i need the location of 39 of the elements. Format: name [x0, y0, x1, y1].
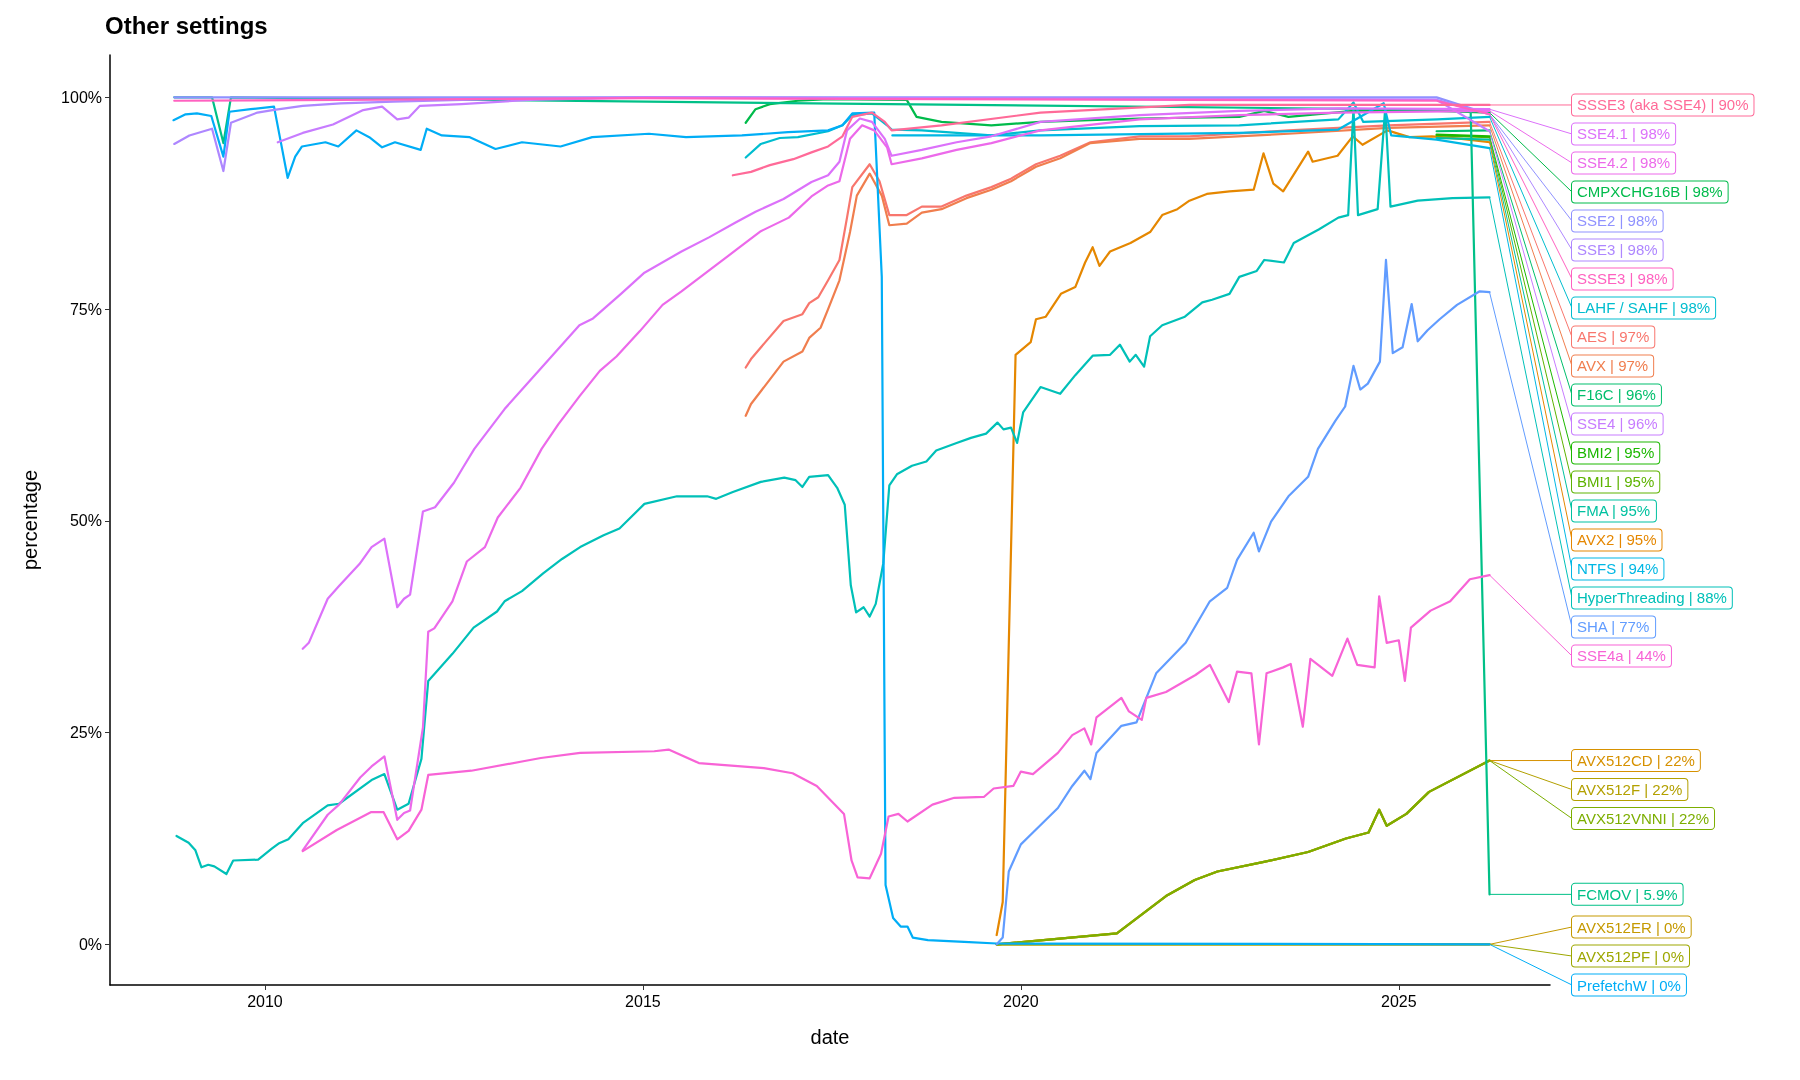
y-tick-label: 100%: [61, 88, 102, 106]
x-tick-label: 2025: [1381, 992, 1417, 1010]
text: AVX512CD | 22%: [1577, 752, 1695, 770]
text: BMI2 | 95%: [1577, 444, 1655, 462]
x-tick-label: 2010: [247, 992, 283, 1010]
text: AVX512F | 22%: [1577, 781, 1683, 799]
y-axis-title: percentage: [19, 469, 41, 571]
x-tick-label: 2020: [1003, 992, 1039, 1010]
y-tick-label: 25%: [69, 724, 102, 742]
y-tick-label: 75%: [69, 300, 102, 318]
text: FCMOV | 5.9%: [1577, 885, 1678, 903]
y-tick-label: 0%: [78, 935, 102, 953]
text: SHA | 77%: [1577, 618, 1650, 636]
text: SSSE3 | 98%: [1577, 270, 1668, 288]
text: AVX | 97%: [1577, 357, 1649, 375]
chart-title: Other settings: [105, 11, 268, 39]
x-axis-title: date: [810, 1026, 850, 1048]
text: SSSE3 (aka SSE4) | 90%: [1577, 96, 1749, 114]
text: SSE4.2 | 98%: [1577, 154, 1671, 172]
text: FMA | 95%: [1577, 502, 1651, 520]
y-tick-label: 50%: [69, 512, 102, 530]
text: SSE4.1 | 98%: [1577, 125, 1671, 143]
text: AVX2 | 95%: [1577, 531, 1657, 549]
x-tick-label: 2015: [625, 992, 661, 1010]
text: LAHF / SAHF | 98%: [1577, 299, 1711, 317]
text: NTFS | 94%: [1577, 560, 1659, 578]
text: AVX512VNNI | 22%: [1577, 810, 1710, 828]
text: PrefetchW | 0%: [1577, 976, 1681, 994]
text: HyperThreading | 88%: [1577, 589, 1727, 607]
text: SSE2 | 98%: [1577, 212, 1658, 230]
text: CMPXCHG16B | 98%: [1577, 183, 1723, 201]
text: AES | 97%: [1577, 328, 1650, 346]
text: AVX512ER | 0%: [1577, 918, 1686, 936]
text: SSE3 | 98%: [1577, 241, 1658, 259]
text: BMI1 | 95%: [1577, 473, 1655, 491]
text: AVX512PF | 0%: [1577, 947, 1685, 965]
text: F16C | 96%: [1577, 386, 1656, 404]
text: SSE4a | 44%: [1577, 647, 1666, 665]
text: SSE4 | 96%: [1577, 415, 1658, 433]
